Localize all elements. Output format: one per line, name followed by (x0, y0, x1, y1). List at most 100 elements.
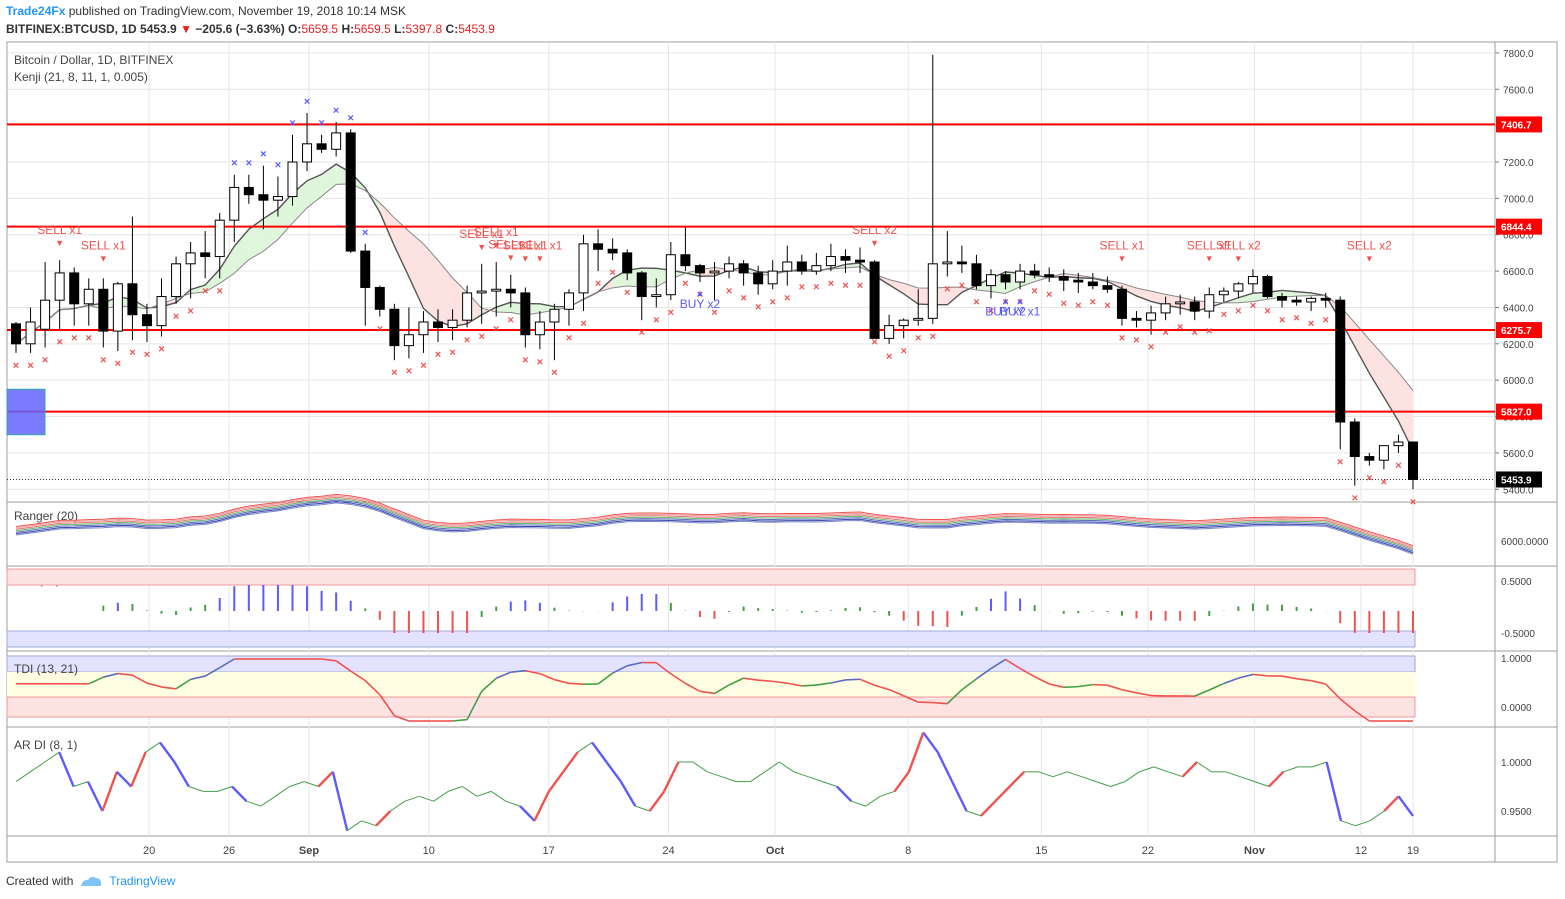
candle-body (112, 283, 123, 332)
ardi-line-segment (231, 785, 248, 803)
candle-body (636, 272, 647, 298)
candle (156, 278, 167, 337)
tradingview-brand[interactable]: TradingView (109, 874, 176, 888)
candle-body (898, 319, 909, 327)
tdi-line-segment (481, 677, 497, 692)
candle-body (1160, 303, 1171, 314)
candle (433, 309, 444, 342)
tdi-line-segment (466, 690, 483, 720)
candle-body (825, 256, 836, 267)
signal-cross-marker: × (464, 334, 470, 346)
cloud-segment (394, 217, 409, 277)
high-value: 5659.5 (354, 22, 391, 36)
candle-body (1087, 281, 1098, 287)
signal-cross-marker: × (56, 336, 62, 348)
tdi-line-segment (975, 667, 992, 680)
y-tick-label: 0.5000 (1501, 577, 1532, 588)
arrow-down-icon: ▼ (1365, 253, 1374, 263)
x-tick-label: 26 (223, 845, 235, 857)
signal-cross-marker: × (609, 267, 615, 279)
candle-body (811, 265, 822, 272)
ardi-line-segment (793, 771, 809, 778)
candle (1087, 272, 1098, 290)
candle-body (1291, 299, 1302, 303)
cloud-segment (1383, 355, 1399, 422)
tdi-line-segment (539, 672, 555, 681)
symbol-label: BITFINEX:BTCUSD, 1D (6, 22, 137, 36)
candle-body (462, 292, 473, 321)
candle-body (185, 252, 196, 265)
candle (680, 227, 691, 272)
tdi-line-segment (787, 682, 802, 687)
candle (985, 269, 996, 299)
tdi-line-segment (1296, 677, 1312, 682)
signal-label: SELL x2 (1216, 238, 1261, 252)
tdi-line-segment (1281, 675, 1297, 680)
ardi-line-segment (851, 800, 866, 807)
signal-cross-marker: × (115, 358, 121, 370)
candle (534, 311, 545, 350)
tdi-line-segment (394, 715, 410, 722)
candle (811, 252, 822, 275)
arrow-down-icon: ▼ (492, 240, 501, 250)
candle (1364, 452, 1375, 466)
signal-cross-marker: × (1031, 285, 1037, 297)
cloud-segment (219, 246, 235, 284)
x-tick-label: 24 (662, 845, 674, 857)
signal-cross-marker: × (580, 318, 586, 330)
tdi-line-segment (1107, 684, 1123, 691)
candle-body (1262, 276, 1273, 298)
ardi-line-segment (807, 776, 823, 783)
candle-body (316, 143, 327, 150)
candle (840, 249, 851, 273)
ardi-line-segment (1110, 781, 1126, 787)
tdi-line-segment (103, 672, 119, 678)
ardi-line-segment (951, 781, 968, 812)
ardi-line-segment (865, 795, 881, 807)
candle (25, 307, 36, 353)
candle (1393, 434, 1404, 453)
signal-label: SELL x1 (1187, 238, 1232, 252)
candle (243, 174, 254, 204)
candle-body (1189, 301, 1200, 312)
candle (1277, 292, 1288, 308)
chart-title: Bitcoin / Dollar, 1D, BITFINEX (14, 53, 173, 67)
signal-cross-marker: × (260, 149, 266, 161)
pane-title-tdi: TDI (13, 21) (14, 662, 78, 676)
candle-body (753, 272, 764, 285)
candle-body (214, 219, 225, 258)
candle-body (156, 296, 167, 327)
ardi-line-segment (505, 800, 521, 807)
signal-cross-marker: × (769, 296, 775, 308)
ardi-line-segment (966, 810, 982, 817)
tdi-line-segment (88, 676, 104, 685)
signal-cross-marker: × (13, 360, 19, 372)
candle-body (1102, 285, 1113, 290)
tdi-line-segment (1194, 689, 1210, 697)
x-tick-label: Nov (1244, 845, 1266, 857)
y-tick-label: 6000.0 (1503, 376, 1534, 387)
signal-cross-marker: × (1192, 327, 1198, 339)
cloud-segment (1354, 322, 1370, 374)
signal-cross-marker: × (988, 305, 994, 317)
down-triangle-icon: ▼ (180, 22, 192, 36)
candle (855, 247, 866, 273)
signal-cross-marker: × (508, 314, 514, 326)
publisher-name[interactable]: Trade24Fx (6, 4, 66, 18)
signal-cross-marker: × (478, 331, 484, 343)
y-tick-label: 6200.0 (1503, 340, 1534, 351)
arrow-down-icon: ▼ (99, 253, 108, 263)
tdi-line-segment (1223, 677, 1239, 685)
tdi-line-segment (1354, 710, 1370, 722)
ranger-band-line (15, 499, 1414, 552)
candle (1160, 296, 1171, 321)
ardi-line-segment (663, 761, 680, 792)
signal-cross-marker: × (639, 327, 645, 339)
candle-body (69, 272, 80, 305)
signal-cross-marker: × (449, 347, 455, 359)
signal-cross-marker: × (595, 278, 601, 290)
signal-label: SELL x2 (1347, 238, 1392, 252)
candle (782, 245, 793, 286)
x-tick-label: 15 (1035, 845, 1047, 857)
